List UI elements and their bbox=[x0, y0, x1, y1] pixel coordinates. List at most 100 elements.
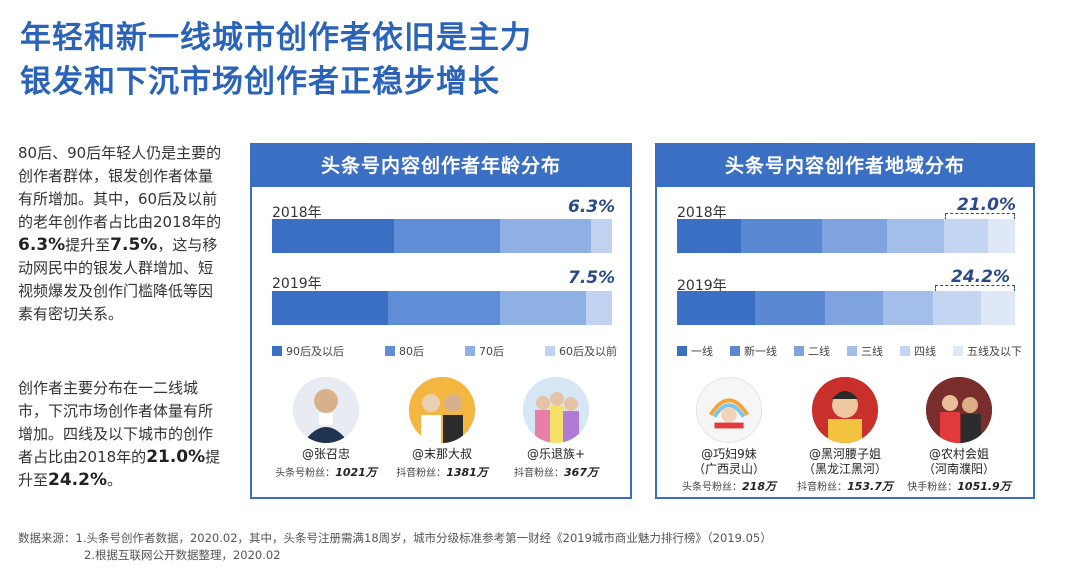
person-name: @农村会姐 bbox=[928, 447, 989, 461]
paragraph-region: 创作者主要分布在一二线城市，下沉市场创作者体量有所增加。四线及以下城市的创作者占… bbox=[18, 377, 226, 492]
age-bar-segment bbox=[394, 219, 500, 253]
region-bar-segment bbox=[886, 219, 944, 253]
para1-text-a: 80后、90后年轻人仍是主要的创作者群体，银发创作者体量有所增加。其中，60后及… bbox=[18, 144, 222, 231]
age-legend-swatch bbox=[385, 346, 395, 356]
age-legend-item: 70后 bbox=[465, 343, 504, 359]
age-bar-segment bbox=[499, 291, 587, 325]
region-legend-label: 四线 bbox=[914, 345, 936, 358]
age-legend-item: 80后 bbox=[385, 343, 424, 359]
region-legend: 一线 新一线 二线 三线 四线 五线及以下 bbox=[677, 343, 1022, 359]
avatar bbox=[293, 377, 359, 443]
region-legend-item: 四线 bbox=[900, 343, 936, 359]
region-legend-swatch bbox=[900, 346, 910, 356]
region-legend-swatch bbox=[953, 346, 963, 356]
para1-text-e: ，这与移动网民中的银发人群增加、短视频爆发及创作门槛降低等因素有密切关系。 bbox=[18, 236, 218, 323]
data-source-note: 数据来源：1.头条号创作者数据，2020.02，其中，头条号注册需满18周岁，城… bbox=[18, 530, 772, 564]
age-legend-label: 90后及以后 bbox=[286, 345, 344, 358]
region-legend-label: 新一线 bbox=[744, 345, 777, 358]
region-bracket-2018 bbox=[945, 213, 1015, 223]
para2-text-c: 提升至 bbox=[18, 448, 221, 489]
region-bar-segment bbox=[825, 291, 883, 325]
region-legend-item: 三线 bbox=[847, 343, 883, 359]
region-bar-segment bbox=[933, 291, 981, 325]
age-legend-item: 90后及以后 bbox=[272, 343, 344, 359]
age-chart-title: 头条号内容创作者年龄分布 bbox=[252, 145, 630, 187]
age-bar-segment bbox=[586, 291, 612, 325]
age-bar-segment bbox=[272, 291, 388, 325]
age-year-label-2019: 2019年 bbox=[272, 276, 322, 292]
region-bar-segment bbox=[987, 219, 1015, 253]
age-bar-segment bbox=[590, 219, 612, 253]
person-name: @张召忠 bbox=[301, 447, 350, 461]
title-line-2: 银发和下沉市场创作者正稳步增长 bbox=[20, 64, 500, 100]
region-annotation-2019: 24.2% bbox=[951, 267, 1010, 287]
age-legend-label: 60后及以前 bbox=[559, 345, 617, 358]
region-bar-segment bbox=[882, 291, 934, 325]
region-legend-item: 一线 bbox=[677, 343, 713, 359]
region-legend-label: 五线及以下 bbox=[967, 345, 1022, 358]
age-chart-panel: 头条号内容创作者年龄分布 2018年 6.3% 2019年 7.5% 90后及以… bbox=[250, 143, 632, 499]
avatar bbox=[409, 377, 475, 443]
para2-highlight-2018: 21.0% bbox=[146, 447, 206, 467]
region-bar-2019 bbox=[677, 291, 1015, 325]
age-bar-segment bbox=[499, 219, 591, 253]
person-card-4: @巧妇9妹 （广西灵山） 头条号粉丝：218万 bbox=[669, 377, 789, 494]
person-card-6: @农村会姐 （河南濮阳） 快手粉丝：1051.9万 bbox=[899, 377, 1019, 494]
para2-highlight-2019: 24.2% bbox=[48, 470, 107, 490]
person-fans: 头条号粉丝：1021万 bbox=[275, 466, 377, 479]
age-year-label-2018: 2018年 bbox=[272, 205, 322, 221]
person-card-3: @乐退族+ 抖音粉丝：367万 bbox=[496, 377, 616, 480]
avatar bbox=[696, 377, 762, 443]
region-legend-label: 一线 bbox=[691, 345, 713, 358]
person-region: （黑龙江黑河） bbox=[802, 462, 887, 476]
region-bar-segment bbox=[822, 219, 887, 253]
avatar bbox=[926, 377, 992, 443]
age-bar-segment bbox=[272, 219, 395, 253]
para1-highlight-2019: 7.5% bbox=[110, 235, 158, 255]
person-fans: 头条号粉丝：218万 bbox=[682, 480, 776, 493]
para1-highlight-2018: 6.3% bbox=[18, 235, 66, 255]
para2-text-a: 创作者主要分布在一二线城市，下沉市场创作者体量有所增加。四线及以下城市的创作者占… bbox=[18, 379, 214, 466]
age-bar-segment bbox=[387, 291, 500, 325]
region-chart-panel: 头条号内容创作者地域分布 2018年 21.0% 2019年 24.2% 一线 新… bbox=[655, 143, 1035, 499]
person-region: （广西灵山） bbox=[692, 462, 765, 476]
region-bar-segment bbox=[944, 219, 988, 253]
age-annotation-2018: 6.3% bbox=[568, 197, 616, 217]
region-year-label-2018: 2018年 bbox=[677, 205, 727, 221]
age-legend-swatch bbox=[465, 346, 475, 356]
source-line-1: 数据来源：1.头条号创作者数据，2020.02，其中，头条号注册需满18周岁，城… bbox=[18, 531, 772, 545]
person-card-5: @黑河腰子姐 （黑龙江黑河） 抖音粉丝：153.7万 bbox=[785, 377, 905, 494]
person-fans: 抖音粉丝：367万 bbox=[514, 466, 598, 479]
region-legend-swatch bbox=[677, 346, 687, 356]
age-legend-swatch bbox=[545, 346, 555, 356]
title-line-1: 年轻和新一线城市创作者依旧是主力 bbox=[20, 20, 532, 56]
person-card-1: @张召忠 头条号粉丝：1021万 bbox=[266, 377, 386, 480]
para1-text-c: 提升至 bbox=[65, 236, 111, 254]
region-bar-segment bbox=[741, 219, 823, 253]
person-name: @巧妇9妹 bbox=[701, 447, 757, 461]
region-bracket-2019 bbox=[935, 285, 1015, 295]
age-legend-swatch bbox=[272, 346, 282, 356]
paragraph-age: 80后、90后年轻人仍是主要的创作者群体，银发创作者体量有所增加。其中，60后及… bbox=[18, 142, 226, 326]
region-annotation-2018: 21.0% bbox=[957, 195, 1016, 215]
region-bar-segment bbox=[677, 291, 755, 325]
region-chart-title: 头条号内容创作者地域分布 bbox=[657, 145, 1033, 187]
para2-text-e: 。 bbox=[107, 471, 123, 489]
age-legend-label: 80后 bbox=[399, 345, 424, 358]
person-name: @乐退族+ bbox=[526, 447, 586, 461]
age-legend-item: 60后及以前 bbox=[545, 343, 617, 359]
region-bar-segment bbox=[980, 291, 1015, 325]
person-fans: 抖音粉丝：153.7万 bbox=[797, 480, 893, 493]
region-year-label-2019: 2019年 bbox=[677, 278, 727, 294]
region-legend-label: 三线 bbox=[861, 345, 883, 358]
source-line-2: 2.根据互联网公开数据整理，2020.02 bbox=[84, 548, 281, 562]
person-card-2: @末那大叔 抖音粉丝：1381万 bbox=[382, 377, 502, 480]
age-bar-2019 bbox=[272, 291, 612, 325]
region-bar-segment bbox=[754, 291, 826, 325]
region-legend-item: 五线及以下 bbox=[953, 343, 1022, 359]
person-name: @黑河腰子姐 bbox=[808, 447, 881, 461]
region-legend-swatch bbox=[847, 346, 857, 356]
region-legend-swatch bbox=[794, 346, 804, 356]
page-title: 年轻和新一线城市创作者依旧是主力 银发和下沉市场创作者正稳步增长 bbox=[20, 16, 532, 104]
age-legend-label: 70后 bbox=[479, 345, 504, 358]
